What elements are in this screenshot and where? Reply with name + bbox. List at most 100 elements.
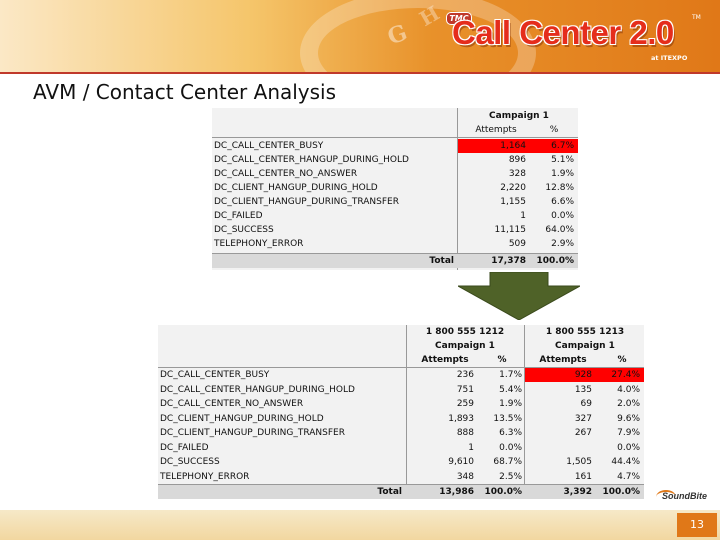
table-header-row: Attempts % Attempts %	[158, 353, 644, 368]
row-pct-2: 4.0%	[617, 384, 640, 395]
row-label: DC_CLIENT_HANGUP_DURING_HOLD	[214, 183, 378, 193]
campaign-header: Campaign 1	[489, 111, 549, 121]
row-label: DC_FAILED	[214, 211, 263, 221]
table-header-row: Campaign 1	[212, 109, 578, 123]
total-attempts-1: 13,986	[439, 487, 474, 497]
total-pct-2: 100.0%	[602, 487, 641, 497]
table-row: TELEPHONY_ERROR 348 2.5% 161 4.7%	[158, 470, 644, 484]
row-pct-2: 0.0%	[617, 442, 640, 453]
table-row: DC_CALL_CENTER_HANGUP_DURING_HOLD 896 5.1%	[212, 153, 578, 167]
total-attempts-2: 3,392	[563, 487, 592, 497]
table-row: DC_CALL_CENTER_BUSY 236 1.7% 928 27.4%	[158, 368, 644, 382]
row-label: DC_CALL_CENTER_NO_ANSWER	[160, 399, 304, 409]
number-header-2: 1 800 555 1213	[545, 327, 625, 337]
row-pct-1: 1.7%	[499, 370, 522, 380]
attempts-header-2: Attempts	[539, 355, 587, 365]
table-header-row: Attempts %	[212, 123, 578, 138]
table-row: DC_CALL_CENTER_NO_ANSWER 328 1.9%	[212, 167, 578, 181]
column-divider	[406, 325, 407, 499]
table-row: DC_CLIENT_HANGUP_DURING_TRANSFER 1,155 6.6…	[212, 195, 578, 209]
table-background	[212, 108, 578, 270]
row-attempts-1: 348	[456, 471, 474, 482]
table-row: DC_FAILED 1 0.0% 0.0%	[158, 441, 644, 455]
row-pct-2: 44.4%	[611, 457, 640, 467]
row-label: DC_CALL_CENTER_HANGUP_DURING_HOLD	[214, 155, 409, 165]
row-pct-2: 2.0%	[617, 399, 640, 409]
pct-header-2: %	[617, 355, 627, 365]
attempts-header: Attempts	[475, 125, 517, 135]
tmc-badge: TMC	[446, 12, 472, 25]
row-pct-2: 4.7%	[617, 471, 640, 482]
row-pct-1: 1.9%	[499, 399, 522, 409]
row-label: DC_SUCCESS	[214, 225, 274, 235]
row-attempts-1: 751	[456, 384, 474, 395]
header-banner: H G TMC Call Center 2.0 TM at ITEXPO	[0, 0, 720, 72]
row-pct-1: 0.0%	[499, 442, 522, 453]
pct-header: %	[549, 125, 559, 135]
total-row: Total 13,986 100.0% 3,392 100.0%	[158, 484, 644, 499]
row-label: TELEPHONY_ERROR	[160, 471, 250, 482]
row-attempts-2: 69	[580, 399, 592, 409]
campaign-table-2: 1 800 555 1212 1 800 555 1213 Campaign 1…	[158, 325, 644, 499]
row-label: TELEPHONY_ERROR	[214, 239, 304, 249]
page-number: 13	[677, 513, 717, 537]
logo-subtitle: at ITEXPO	[651, 54, 688, 62]
total-label: Total	[377, 487, 402, 497]
total-row: Total 17,378 100.0%	[212, 253, 578, 268]
row-attempts-2: 135	[574, 384, 592, 395]
pct-header-1: %	[497, 355, 507, 365]
row-attempts-2: 928	[525, 368, 596, 382]
row-attempts: 896	[508, 155, 526, 165]
row-attempts-1: 9,610	[448, 457, 474, 467]
row-pct: 2.9%	[551, 239, 574, 249]
total-pct-1: 100.0%	[484, 487, 523, 497]
row-pct-1: 5.4%	[499, 384, 522, 395]
table-row: DC_SUCCESS 11,115 64.0%	[212, 223, 578, 237]
row-attempts-2: 161	[574, 471, 592, 482]
row-label: DC_CALL_CENTER_BUSY	[214, 141, 324, 151]
campaign-table-1: Campaign 1 Attempts % DC_CALL_CENTER_BUS…	[212, 108, 578, 270]
trademark-mark: TM	[692, 14, 701, 21]
row-attempts-1: 1,893	[448, 413, 474, 424]
row-pct-1: 13.5%	[493, 413, 522, 424]
row-label: DC_CALL_CENTER_NO_ANSWER	[214, 169, 358, 179]
row-attempts: 328	[508, 169, 526, 179]
table-row: DC_CALL_CENTER_HANGUP_DURING_HOLD 751 5.4%…	[158, 383, 644, 397]
row-pct: 6.6%	[551, 197, 574, 207]
row-label: DC_SUCCESS	[160, 457, 220, 467]
row-attempts-2: 267	[574, 428, 592, 438]
row-label: DC_CALL_CENTER_BUSY	[160, 370, 270, 380]
row-label: DC_FAILED	[160, 442, 209, 453]
table-row: DC_CLIENT_HANGUP_DURING_TRANSFER 888 6.3% 2…	[158, 426, 644, 440]
table-row: DC_CLIENT_HANGUP_DURING_HOLD 1,893 13.5% 32…	[158, 412, 644, 426]
row-pct-2: 7.9%	[617, 428, 640, 438]
table-background	[158, 325, 644, 499]
column-divider	[524, 325, 525, 499]
row-attempts-1: 888	[456, 428, 474, 438]
table-row: DC_SUCCESS 9,610 68.7% 1,505 44.4%	[158, 455, 644, 469]
row-attempts: 11,115	[494, 225, 527, 235]
soundbite-swoosh-icon	[656, 490, 676, 504]
row-pct-1: 6.3%	[499, 428, 522, 438]
campaign-header-2: Campaign 1	[555, 341, 615, 351]
banner-divider	[0, 72, 720, 74]
row-attempts-2: 1,505	[566, 457, 592, 467]
total-pct: 100.0%	[536, 256, 575, 266]
row-pct: 6.7%	[530, 139, 578, 153]
call-center-logo: Call Center 2.0	[452, 14, 674, 51]
row-attempts: 1,164	[458, 139, 530, 153]
row-pct: 12.8%	[545, 183, 574, 193]
row-pct: 5.1%	[551, 155, 574, 165]
row-pct-1: 68.7%	[493, 457, 522, 467]
column-divider	[457, 108, 458, 270]
row-pct: 1.9%	[551, 169, 574, 179]
attempts-header-1: Attempts	[421, 355, 469, 365]
soundbite-logo: SoundBite	[662, 491, 707, 501]
row-attempts: 1,155	[500, 197, 526, 207]
number-header-1: 1 800 555 1212	[425, 327, 505, 337]
row-label: DC_CALL_CENTER_HANGUP_DURING_HOLD	[160, 384, 355, 395]
row-pct: 0.0%	[551, 211, 574, 221]
table-row: DC_CALL_CENTER_NO_ANSWER 259 1.9% 69 2.0%	[158, 397, 644, 411]
row-label: DC_CLIENT_HANGUP_DURING_HOLD	[160, 413, 324, 424]
row-pct-2: 9.6%	[617, 413, 640, 424]
